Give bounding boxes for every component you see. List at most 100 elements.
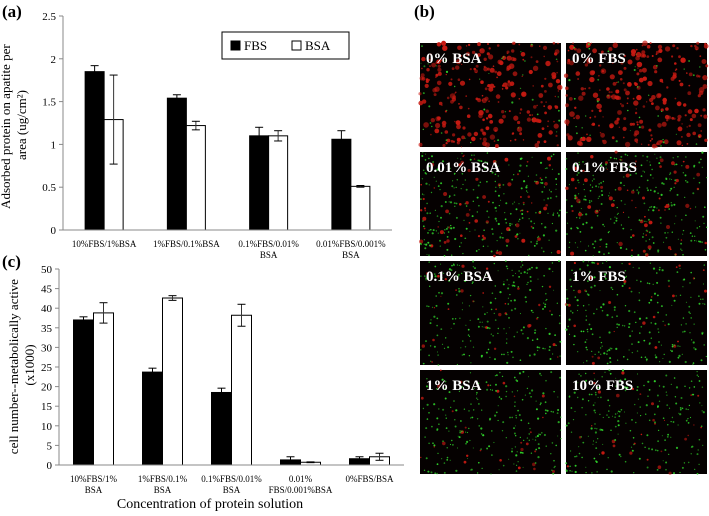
green-cell: [488, 216, 490, 218]
green-cell: [476, 397, 478, 399]
green-cell: [598, 250, 601, 254]
green-cell: [657, 192, 659, 194]
green-cell: [426, 418, 429, 420]
green-cell: [586, 349, 588, 351]
green-cell: [474, 229, 476, 231]
green-cell: [448, 268, 451, 271]
green-cell: [489, 389, 492, 391]
green-cell: [450, 227, 453, 230]
red-cell: [566, 61, 571, 65]
green-cell: [694, 220, 696, 222]
chart-c-x-tick-label-line: BSA: [154, 485, 172, 495]
green-cell: [468, 427, 470, 430]
green-cell: [577, 152, 579, 154]
red-cell: [474, 219, 479, 223]
green-cell: [648, 343, 651, 345]
red-cell: [506, 55, 512, 61]
green-cell: [682, 254, 684, 256]
green-cell: [632, 437, 635, 439]
red-cell: [597, 356, 601, 360]
green-cell: [450, 269, 453, 272]
green-cell: [513, 432, 516, 435]
green-cell: [426, 212, 429, 215]
green-cell: [681, 407, 684, 410]
green-cell: [629, 174, 632, 176]
green-cell: [438, 280, 440, 282]
red-cell: [659, 158, 664, 163]
green-cell: [652, 283, 654, 285]
red-cell: [421, 99, 427, 104]
red-cell: [467, 43, 471, 47]
green-cell: [621, 285, 624, 287]
green-cell: [526, 184, 528, 187]
green-cell: [587, 245, 590, 247]
red-cell: [632, 234, 635, 237]
green-cell: [511, 101, 514, 104]
green-cell: [689, 232, 692, 235]
green-cell: [433, 315, 436, 318]
red-cell: [432, 87, 437, 93]
green-cell: [552, 214, 555, 216]
green-cell: [597, 197, 599, 199]
green-cell: [550, 190, 552, 193]
green-cell: [588, 271, 591, 273]
green-cell: [669, 173, 671, 176]
red-cell: [631, 387, 634, 391]
green-cell: [442, 440, 444, 443]
green-cell: [512, 356, 514, 359]
chart-a-y-tick-label: 1.5: [42, 97, 56, 109]
green-cell: [586, 264, 589, 267]
green-cell: [608, 416, 610, 418]
red-cell: [613, 330, 615, 333]
red-cell: [455, 120, 461, 126]
green-cell: [519, 232, 521, 234]
red-cell: [446, 96, 450, 100]
red-cell: [443, 241, 447, 244]
red-cell: [641, 44, 644, 47]
red-cell: [544, 182, 548, 186]
red-cell: [575, 114, 580, 120]
red-cell: [659, 140, 662, 142]
red-cell: [663, 419, 666, 421]
green-cell: [577, 304, 579, 307]
chart-c-y-axis-label: cell number--metabolically active (x1000…: [6, 276, 37, 454]
red-cell: [679, 82, 684, 87]
red-cell: [556, 144, 559, 147]
green-cell: [570, 450, 572, 452]
green-cell: [537, 417, 540, 420]
green-cell: [621, 262, 623, 265]
green-cell: [599, 413, 601, 416]
green-cell: [527, 175, 530, 177]
green-cell: [648, 282, 651, 285]
green-cell: [636, 279, 638, 281]
red-cell: [628, 262, 631, 266]
green-cell: [679, 471, 681, 474]
green-cell: [676, 271, 679, 273]
green-cell: [522, 74, 524, 76]
green-cell: [641, 236, 644, 238]
red-cell: [487, 113, 493, 119]
green-cell: [512, 203, 514, 205]
green-cell: [550, 453, 552, 455]
green-cell: [699, 66, 701, 68]
green-cell: [698, 438, 701, 441]
green-cell: [630, 446, 633, 448]
green-cell: [573, 343, 575, 346]
green-cell: [669, 178, 671, 180]
green-cell: [460, 242, 462, 244]
micrograph-label: 0.01% BSA: [426, 160, 500, 176]
red-cell: [582, 169, 585, 172]
red-cell: [663, 139, 669, 145]
green-cell: [684, 174, 687, 177]
red-cell: [433, 446, 436, 448]
green-cell: [529, 276, 532, 278]
green-cell: [625, 275, 628, 278]
chart-a-x-tick-label-line: BSA: [260, 250, 278, 260]
red-cell: [515, 223, 520, 228]
green-cell: [548, 349, 551, 351]
red-cell: [481, 131, 485, 135]
green-cell: [660, 344, 662, 346]
green-cell: [528, 354, 531, 357]
red-cell: [497, 101, 500, 103]
red-cell: [677, 114, 682, 119]
